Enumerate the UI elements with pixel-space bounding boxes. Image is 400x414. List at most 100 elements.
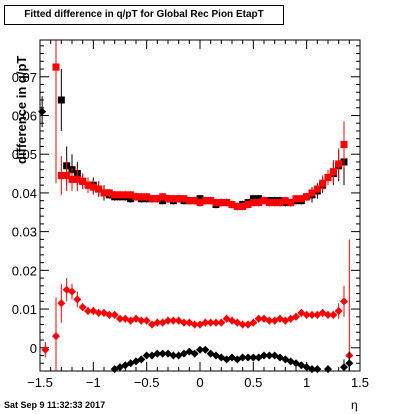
y-axis-label: difference in q/pT [14,55,29,164]
data-point-square [79,177,87,185]
data-point-square [153,195,161,203]
x-tick-label: 1.5 [351,375,369,390]
data-point-diamond [329,310,338,319]
data-point-square [175,195,183,203]
data-point-diamond [238,353,247,362]
data-point-diamond [94,308,103,317]
data-point-square [228,201,236,209]
data-point-square [180,195,188,203]
data-point-square [292,195,300,203]
data-point-square [196,199,204,207]
data-point-diamond [217,318,226,327]
data-point-diamond [169,316,178,325]
data-point-square [308,189,316,197]
data-point-diamond [142,351,151,360]
data-point-square [313,185,321,193]
data-point-diamond [334,306,343,315]
data-point-diamond [73,295,82,304]
data-point-square [105,189,113,197]
data-point-diamond [158,349,167,358]
data-point-square [95,185,103,193]
data-point-diamond [164,316,172,325]
data-point-square [212,199,220,207]
data-point-diamond [78,303,87,312]
data-point-diamond [324,365,332,374]
x-axis-label: η [351,398,358,412]
data-point-square [281,197,289,205]
data-point-square [217,199,225,207]
y-tick-label: 0.03 [12,225,37,240]
data-point-diamond [340,297,348,306]
data-point-square [111,191,119,199]
data-point-square [239,202,247,210]
data-point-square [271,199,279,207]
data-point-square [249,199,257,207]
data-point-diamond [110,310,119,319]
data-point-diamond [196,345,204,354]
x-tick-label: 0.5 [244,375,262,390]
data-point-diamond [142,316,151,325]
x-tick-label: 1 [303,375,310,390]
data-point-square [132,193,140,201]
data-point-diamond [249,318,258,327]
data-point-diamond [265,351,274,360]
data-point-square [233,202,241,210]
data-point-diamond [340,363,348,372]
data-point-diamond [345,359,354,368]
data-point-diamond [52,332,60,341]
data-point-square [276,199,284,207]
data-point-square [329,168,337,176]
data-point-diamond [190,349,199,358]
chart-title: Fitted difference in q/pT for Global Rec… [24,9,264,20]
data-point-square [223,199,231,207]
data-point-diamond [105,310,114,319]
data-point-square [324,173,332,181]
data-point-square [63,171,71,179]
data-point-diamond [292,312,300,321]
data-point-square [57,171,65,179]
data-point-diamond [116,314,124,323]
data-point-square [260,197,268,205]
data-point-square [137,193,145,201]
data-point-diamond [244,353,252,362]
data-point-square [164,195,172,203]
data-point-diamond [313,365,322,374]
data-point-square [340,141,348,149]
data-point-diamond [137,316,146,325]
data-point-square [57,96,65,104]
x-tick-label: −1.5 [27,375,53,390]
data-point-diamond [180,318,188,327]
timestamp: Sat Sep 9 11:32:33 2017 [4,400,106,410]
data-point-square [84,181,92,189]
data-point-square [287,199,295,207]
data-point-square [303,193,311,201]
y-tick-label: 0.02 [12,263,37,278]
data-point-square [116,191,124,199]
data-point-diamond [324,310,332,319]
y-tick-label: 0.01 [12,302,37,317]
data-point-diamond [260,351,268,360]
data-point-diamond [206,318,215,327]
data-point-square [100,189,108,197]
data-point-diamond [249,353,258,362]
data-point-diamond [254,314,263,323]
data-point-square [127,191,135,199]
data-point-square [159,193,167,201]
data-point-diamond [57,299,66,308]
data-point-diamond [153,349,162,358]
data-point-square [201,197,209,205]
y-tick-label: 0.04 [12,186,37,201]
data-point-diamond [41,345,50,354]
data-point-diamond [153,318,162,327]
x-tick-label: −0.5 [134,375,160,390]
data-point-square [335,160,343,168]
data-point-square [207,197,215,205]
y-tick-label: 0 [30,341,37,356]
data-point-square [143,193,151,201]
plot-frame [39,39,361,372]
x-tick-label: −1 [86,375,101,390]
y-tick-label: 0.07 [12,70,37,85]
data-point-diamond [190,320,199,329]
data-point-diamond [137,355,146,364]
